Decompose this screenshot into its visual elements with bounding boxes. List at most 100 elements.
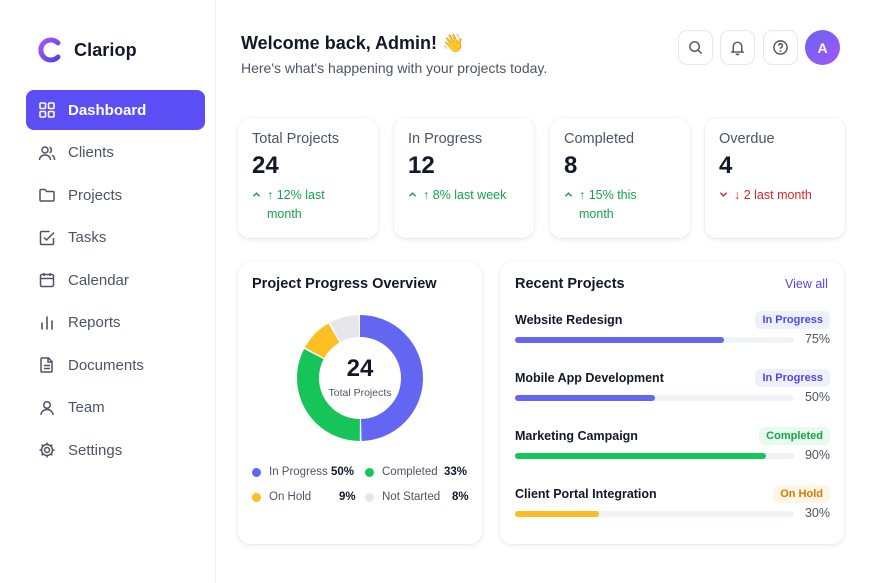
sidebar-item-label: Tasks	[68, 229, 107, 246]
stat-card-total-projects: Total Projects 24 ↑ 12% last month	[238, 118, 378, 238]
sidebar-item-label: Team	[68, 399, 105, 416]
view-all-link[interactable]: View all	[785, 277, 828, 291]
donut-chart	[297, 315, 423, 441]
legend-dot	[252, 467, 261, 477]
logo-icon	[38, 37, 61, 63]
grid-icon	[39, 102, 55, 118]
sidebar-item-label: Clients	[68, 144, 114, 161]
page-title: Welcome back, Admin! 👋	[241, 33, 465, 53]
progress-bar-fill	[515, 453, 767, 459]
progress-percent: 90%	[804, 448, 830, 462]
status-badge: Completed	[759, 427, 830, 445]
legend-dot	[252, 492, 261, 502]
donut-center-value: 24	[346, 355, 374, 382]
stat-title: Total Projects	[252, 131, 340, 147]
status-badge: In Progress	[755, 311, 830, 329]
legend-value: 33%	[444, 466, 468, 478]
sidebar-item-calendar[interactable]: Calendar	[26, 260, 205, 300]
chevron-up-icon	[252, 192, 261, 197]
brand[interactable]: Clariop	[36, 36, 137, 64]
status-badge: On Hold	[773, 485, 830, 503]
stat-trend-line: month	[267, 207, 302, 221]
progress-bar	[515, 337, 794, 343]
stat-trend-line: ↑ 15% this	[579, 188, 637, 202]
document-icon	[40, 357, 53, 373]
progress-bar-fill	[515, 395, 655, 401]
stat-title: In Progress	[408, 131, 483, 147]
chevron-down-icon	[719, 192, 728, 197]
stat-trend: ↓ 2 last month	[719, 186, 831, 205]
sidebar-item-label: Projects	[68, 186, 123, 204]
status-badge: In Progress	[755, 369, 830, 387]
sidebar-item-clients[interactable]: Clients	[26, 133, 205, 173]
sidebar-item-reports[interactable]: Reports	[26, 303, 205, 343]
legend-item-on-hold: On Hold 9%	[252, 491, 356, 503]
stat-card-in-progress: In Progress 12 ↑ 8% last week	[394, 118, 534, 238]
user-icon	[40, 400, 54, 415]
progress-bar	[515, 511, 794, 517]
stat-trend: ↑ 15% this month	[564, 186, 676, 224]
stat-trend: ↑ 12% last month	[252, 186, 364, 224]
users-icon	[38, 145, 56, 160]
legend-label: In Progress	[269, 466, 328, 478]
brand-name: Clariop	[74, 39, 137, 60]
sidebar-item-tasks[interactable]: Tasks	[26, 218, 205, 258]
folder-icon	[39, 188, 55, 202]
notifications-button[interactable]	[720, 30, 755, 65]
sidebar-item-projects[interactable]: Projects	[26, 175, 205, 215]
stat-trend-line: month	[579, 207, 614, 221]
donut-slice-completed	[297, 315, 423, 441]
project-name: Client Portal Integration	[515, 487, 657, 501]
legend-value: 8%	[452, 491, 469, 503]
bell-icon	[730, 41, 745, 56]
sidebar-item-label: Reports	[68, 314, 121, 331]
sidebar-item-settings[interactable]: Settings	[26, 430, 205, 470]
avatar[interactable]: A	[805, 30, 840, 65]
sidebar-nav: Dashboard Clients Projects Tasks Calenda…	[26, 90, 205, 473]
legend-label: Not Started	[382, 491, 441, 503]
stat-card-completed: Completed 8 ↑ 15% this month	[550, 118, 690, 238]
calendar-icon	[39, 273, 55, 288]
help-button[interactable]	[763, 30, 798, 65]
progress-bar-fill	[515, 337, 725, 343]
page-subtitle: Here's what's happening with your projec…	[241, 60, 548, 76]
legend-label: On Hold	[269, 491, 312, 503]
stat-value: 24	[252, 152, 279, 179]
help-icon	[773, 40, 788, 55]
sidebar-item-label: Dashboard	[68, 101, 147, 119]
check-square-icon	[39, 230, 55, 245]
progress-overview-panel	[238, 262, 482, 544]
legend-item-completed: Completed 33%	[365, 466, 467, 478]
project-name: Website Redesign	[515, 313, 623, 327]
legend-value: 9%	[339, 491, 356, 503]
recent-projects-title: Recent Projects	[515, 276, 625, 292]
bar-chart-icon	[41, 315, 53, 330]
legend-dot	[365, 467, 374, 477]
progress-percent: 50%	[804, 390, 830, 404]
sidebar-item-label: Settings	[68, 441, 123, 459]
sidebar-item-team[interactable]: Team	[26, 388, 205, 428]
progress-percent: 30%	[804, 506, 830, 520]
legend-value: 50%	[331, 466, 355, 478]
stat-trend-line: ↑ 12% last	[267, 188, 325, 202]
search-button[interactable]	[678, 30, 713, 65]
project-name: Mobile App Development	[515, 371, 664, 385]
donut-slice-in-progress	[297, 315, 423, 441]
stat-trend-line: ↑ 8% last week	[423, 188, 507, 202]
stat-trend: ↑ 8% last week	[408, 186, 520, 205]
legend-item-in-progress: In Progress 50%	[252, 466, 354, 478]
stat-value: 8	[564, 152, 578, 179]
stat-title: Completed	[564, 131, 635, 147]
sidebar-item-label: Documents	[68, 356, 144, 374]
donut-center-label: Total Projects	[328, 387, 392, 399]
sidebar-item-dashboard[interactable]: Dashboard	[26, 90, 205, 130]
stat-title: Overdue	[719, 131, 775, 147]
progress-percent: 75%	[804, 332, 830, 346]
project-name: Marketing Campaign	[515, 429, 638, 443]
progress-bar	[515, 395, 794, 401]
progress-bar-fill	[515, 511, 599, 517]
chevron-up-icon	[564, 192, 573, 197]
legend-label: Completed	[382, 466, 438, 478]
sidebar-item-documents[interactable]: Documents	[26, 345, 205, 385]
legend-dot	[365, 492, 374, 502]
